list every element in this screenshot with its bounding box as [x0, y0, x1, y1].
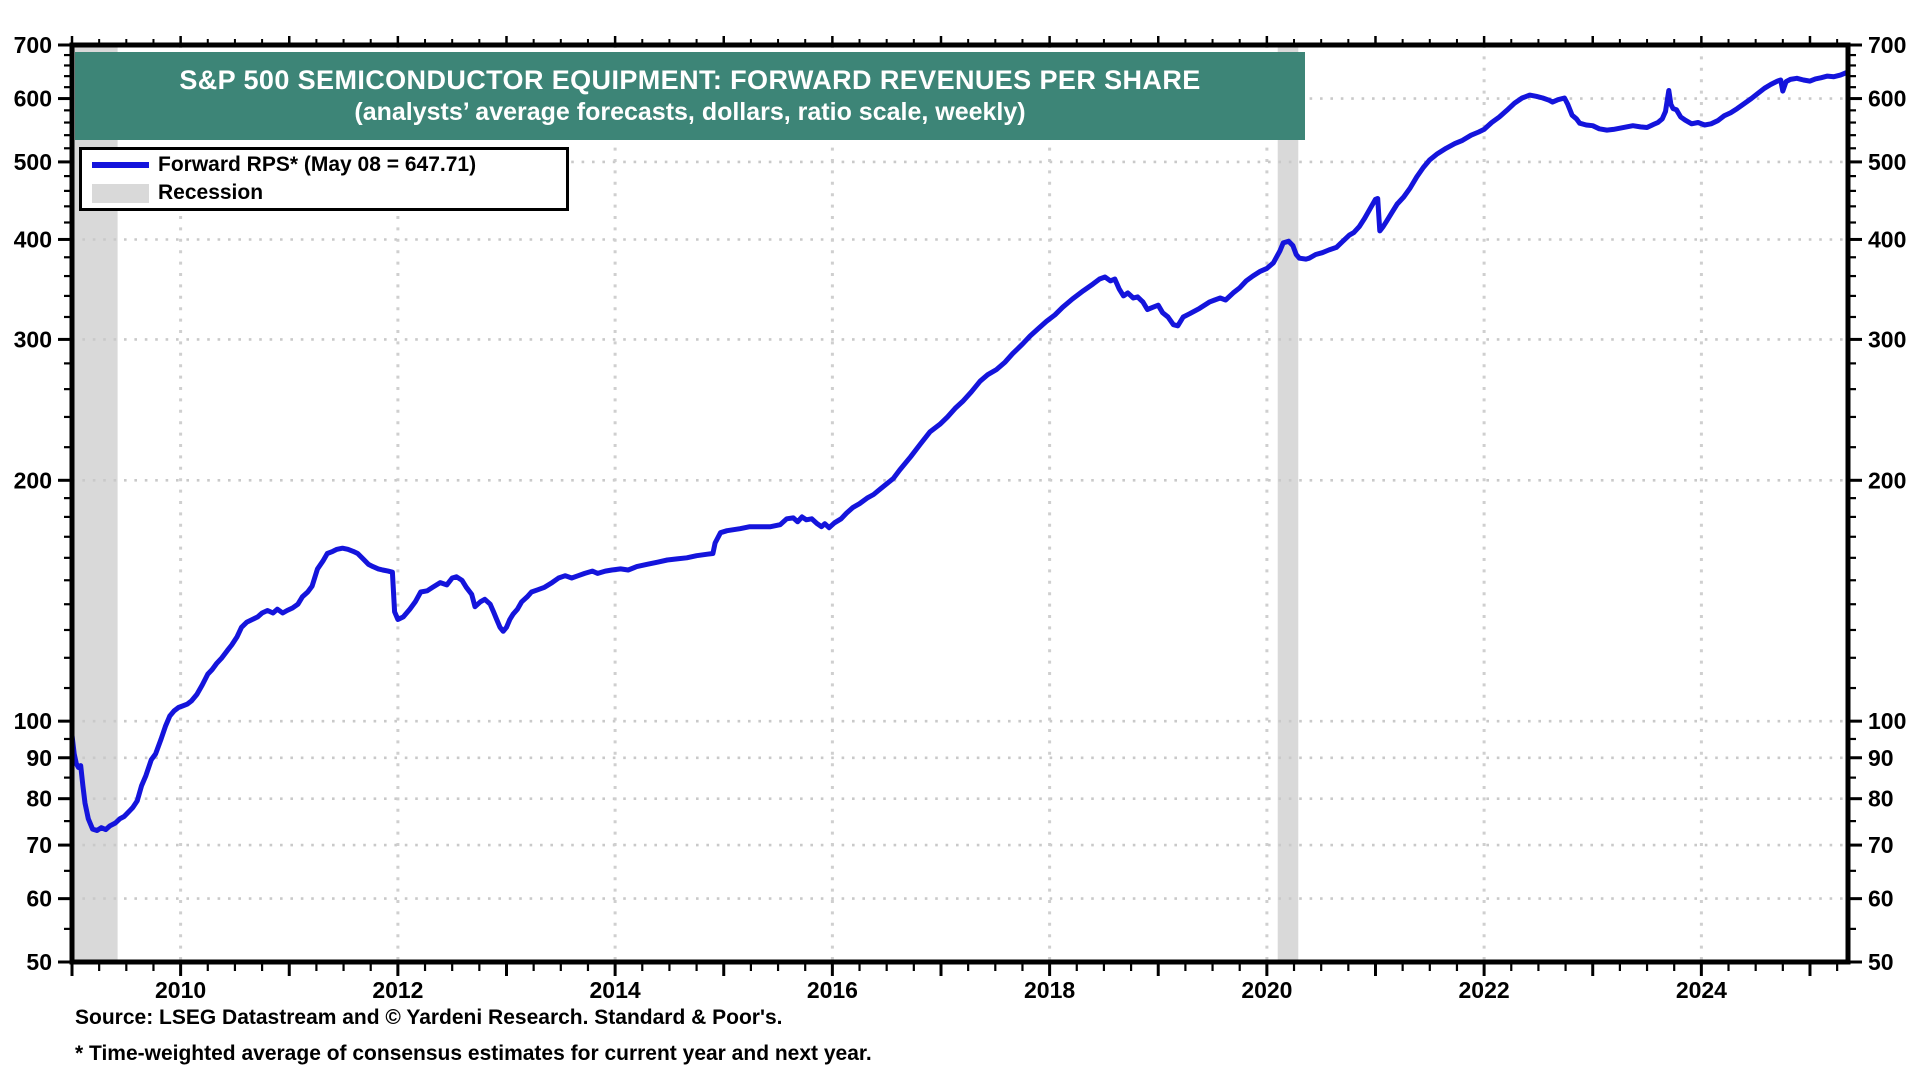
- chart-title-banner: S&P 500 SEMICONDUCTOR EQUIPMENT: FORWARD…: [75, 52, 1305, 140]
- y-tick-label-right: 90: [1868, 745, 1894, 771]
- y-tick-label-right: 500: [1868, 149, 1906, 175]
- x-tick-label: 2010: [155, 977, 206, 1003]
- legend-label-recession: Recession: [158, 181, 264, 204]
- y-tick-label-left: 200: [14, 467, 52, 493]
- y-tick-label-left: 60: [26, 886, 52, 912]
- y-tick-label-right: 100: [1868, 708, 1906, 734]
- legend-row-recession: Recession: [92, 180, 566, 206]
- x-tick-label: 2020: [1241, 977, 1292, 1003]
- x-tick-label: 2014: [590, 977, 641, 1003]
- legend-label-forward-rps: Forward RPS* (May 08 = 647.71): [158, 153, 477, 176]
- y-tick-label-right: 700: [1868, 32, 1906, 58]
- y-tick-label-right: 60: [1868, 886, 1894, 912]
- y-tick-label-left: 90: [26, 745, 52, 771]
- legend-row-forward-rps: Forward RPS* (May 08 = 647.71): [92, 152, 566, 178]
- y-tick-label-left: 400: [14, 227, 52, 253]
- y-tick-label-left: 70: [26, 832, 52, 858]
- chart-subtitle: (analysts’ average forecasts, dollars, r…: [354, 98, 1026, 126]
- y-tick-label-right: 70: [1868, 832, 1894, 858]
- forward-rps-line: [69, 69, 1851, 833]
- y-tick-label-left: 700: [14, 32, 52, 58]
- recession-band: [1277, 45, 1299, 962]
- source-note: Source: LSEG Datastream and © Yardeni Re…: [75, 1006, 783, 1029]
- y-tick-label-right: 300: [1868, 326, 1906, 352]
- x-tick-label: 2016: [807, 977, 858, 1003]
- y-tick-label-left: 80: [26, 786, 52, 812]
- forward-rps-line-swatch: [92, 162, 149, 168]
- y-tick-label-left: 50: [26, 949, 52, 975]
- footnote: * Time-weighted average of consensus est…: [75, 1042, 872, 1065]
- y-tick-label-right: 200: [1868, 467, 1906, 493]
- x-tick-label: 2024: [1676, 977, 1727, 1003]
- y-tick-label-right: 80: [1868, 786, 1894, 812]
- y-tick-label-left: 300: [14, 326, 52, 352]
- y-tick-label-left: 600: [14, 86, 52, 112]
- legend-swatch-wrap: [92, 183, 149, 203]
- plot-frame: [69, 42, 1851, 965]
- y-tick-label-right: 400: [1868, 227, 1906, 253]
- recession-band-swatch: [92, 183, 149, 203]
- y-tick-label-right: 50: [1868, 949, 1894, 975]
- legend-box: Forward RPS* (May 08 = 647.71) Recession: [79, 147, 569, 211]
- y-tick-label-left: 500: [14, 149, 52, 175]
- legend-swatch-wrap: [92, 162, 149, 168]
- x-tick-label: 2012: [372, 977, 423, 1003]
- x-tick-label: 2018: [1024, 977, 1075, 1003]
- y-tick-label-left: 100: [14, 708, 52, 734]
- chart-title: S&P 500 SEMICONDUCTOR EQUIPMENT: FORWARD…: [179, 65, 1201, 95]
- y-tick-label-right: 600: [1868, 86, 1906, 112]
- x-tick-label: 2022: [1459, 977, 1510, 1003]
